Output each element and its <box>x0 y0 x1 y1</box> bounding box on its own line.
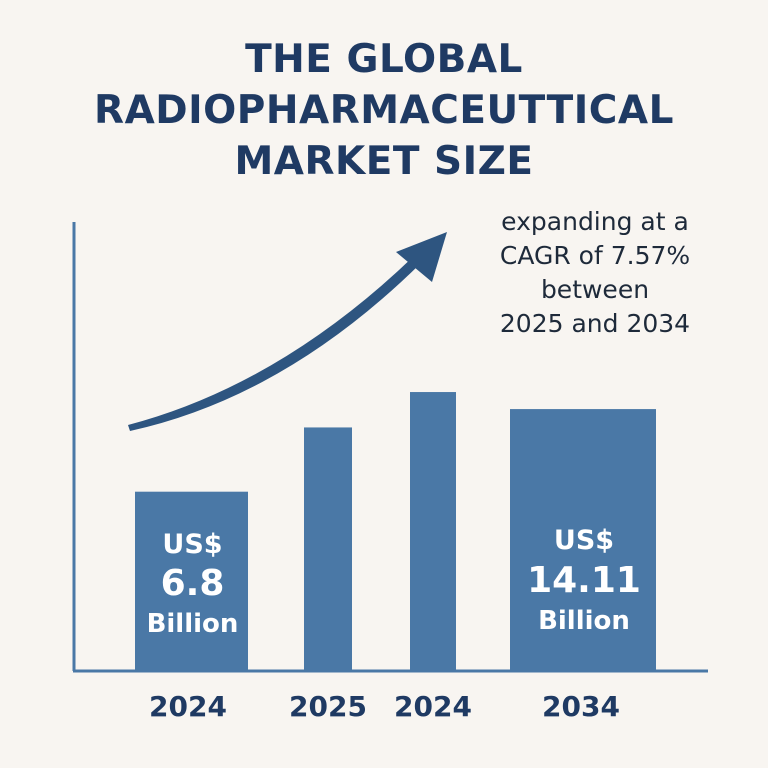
annotation-line-4: 2025 and 2034 <box>499 309 691 338</box>
trend-arrow-shaft <box>128 255 421 431</box>
trend-arrow-head <box>396 232 447 282</box>
annotation-line-1: expanding at a <box>501 207 689 236</box>
bar-label-1-line-3: Billion <box>147 609 239 639</box>
chart-title: THE GLOBAL RADIOPHARMACEUTTICAL MARKET S… <box>0 34 768 187</box>
bar-label-1-line-1: US$ <box>162 529 222 560</box>
title-line-3: MARKET SIZE <box>234 139 534 184</box>
annotation-line-2: CAGR of 7.57% <box>499 241 691 270</box>
bar-label-4-line-1: US$ <box>554 525 614 556</box>
bar-2034-4 <box>510 409 656 670</box>
bar-2024-3 <box>410 392 456 670</box>
cagr-annotation: expanding at a CAGR of 7.57% between 202… <box>470 205 720 341</box>
x-tick-label: 2024 <box>394 690 472 723</box>
bar-label-4-line-2: 14.11 <box>527 560 641 601</box>
x-tick-label: 2034 <box>542 690 620 723</box>
x-tick-label: 2024 <box>149 690 227 723</box>
annotation-line-3: between <box>540 275 650 304</box>
bar-label-1-line-2: 6.8 <box>161 563 225 604</box>
title-line-1: THE GLOBAL <box>245 37 523 82</box>
bar-label-4-line-3: Billion <box>538 606 630 636</box>
title-line-2: RADIOPHARMACEUTTICAL <box>94 88 674 133</box>
bar-2024-1 <box>135 491 248 670</box>
x-tick-label: 2025 <box>289 690 367 723</box>
bar-2025-2 <box>304 427 352 670</box>
